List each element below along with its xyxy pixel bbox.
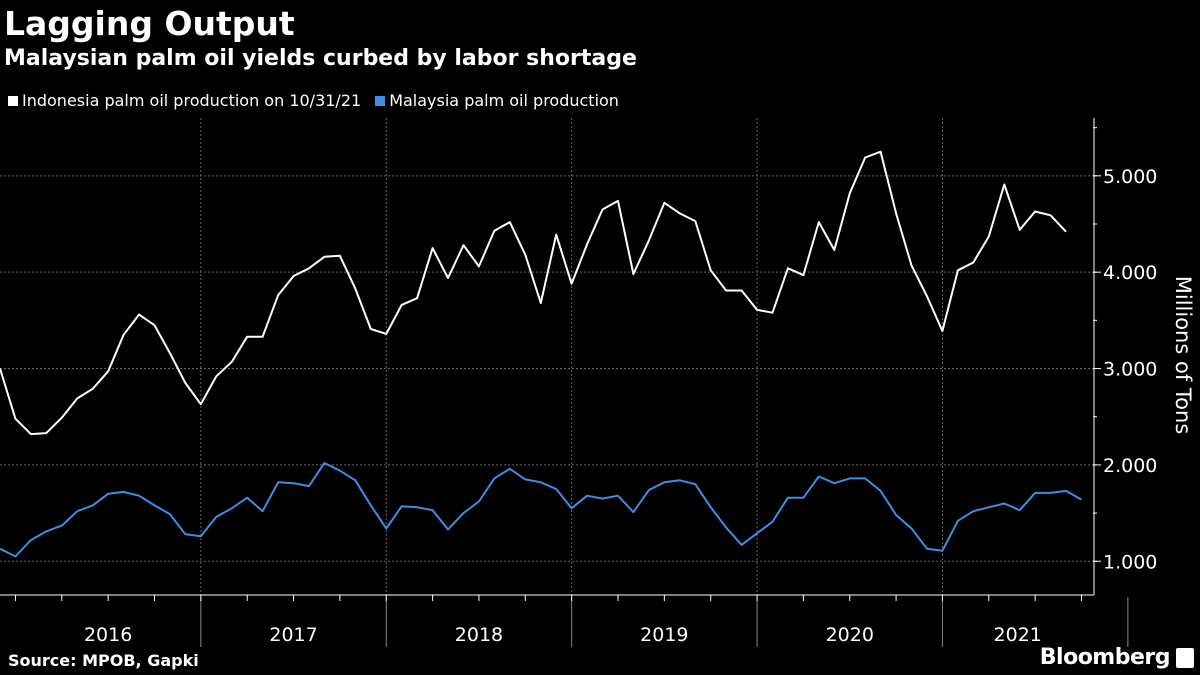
series-layer: [0, 150, 1082, 558]
series-line-indonesia: [0, 150, 1067, 436]
x-tick-label: 2017: [269, 624, 317, 646]
x-tick-label: 2016: [84, 624, 132, 646]
x-tick-label: 2019: [640, 624, 688, 646]
series-line-malaysia: [0, 462, 1082, 558]
chart-title: Lagging Output: [4, 4, 295, 43]
legend-swatch-malaysia: [375, 96, 386, 106]
chart-subtitle: Malaysian palm oil yields curbed by labo…: [4, 46, 637, 71]
legend-swatch-indonesia: [8, 96, 18, 106]
legend-label-indonesia: Indonesia palm oil production on 10/31/2…: [22, 91, 362, 110]
y-tick-label: 1.000: [1103, 551, 1157, 573]
legend: Indonesia palm oil production on 10/31/2…: [8, 90, 633, 112]
legend-item-indonesia: Indonesia palm oil production on 10/31/2…: [8, 90, 361, 112]
y-tick-label: 5.000: [1103, 166, 1157, 188]
bloomberg-logo: Bloomberg: [1039, 645, 1171, 670]
x-tick-label: 2021: [994, 624, 1042, 646]
x-tick-label: 2018: [455, 624, 503, 646]
y-tick-label: 3.000: [1103, 359, 1157, 381]
axis-layer: 1.000 2.000 3.000 4.000 5.000 2016 2017 2018 201…: [0, 118, 1157, 647]
x-tick-label: 2020: [826, 624, 874, 646]
y-tick-label: 4.000: [1103, 262, 1157, 284]
legend-item-malaysia: Malaysia palm oil production: [375, 90, 619, 112]
source-note: Source: MPOB, Gapki: [8, 651, 199, 670]
grid-layer: [0, 118, 1093, 595]
chart-expand-icon[interactable]: [1176, 648, 1194, 668]
y-tick-label: 2.000: [1103, 455, 1157, 477]
legend-label-malaysia: Malaysia palm oil production: [389, 91, 619, 110]
y-axis-label: Millions of Tons: [1171, 276, 1195, 435]
